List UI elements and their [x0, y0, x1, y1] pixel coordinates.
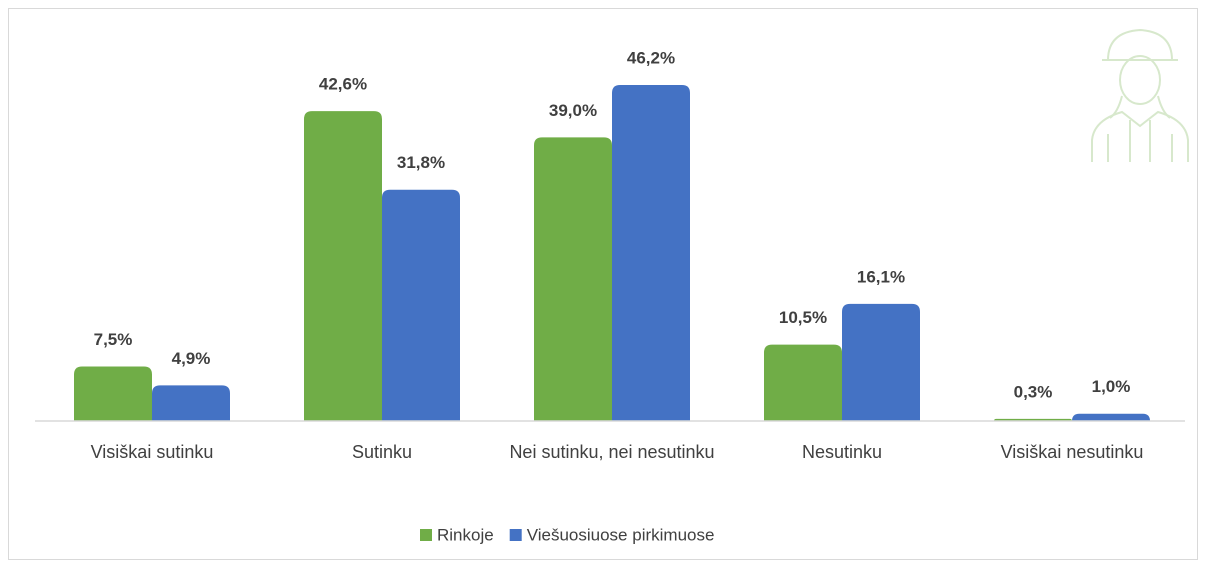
bar — [304, 111, 382, 421]
bar — [764, 344, 842, 421]
bar — [1072, 413, 1150, 421]
bar — [534, 137, 612, 421]
value-label: 10,5% — [779, 308, 827, 327]
x-tick-label: Sutinku — [351, 442, 413, 462]
value-label: 1,0% — [1092, 377, 1131, 396]
x-tick-label: Visiškai sutinku — [90, 442, 214, 462]
x-tick-label: Visiškai nesutinku — [1000, 442, 1144, 462]
value-label: 42,6% — [319, 75, 367, 94]
x-tick-label: Nesutinku — [801, 442, 883, 462]
bar — [382, 189, 460, 421]
legend-swatch — [420, 529, 432, 541]
worker-icon — [1091, 28, 1189, 162]
legend-label: Viešuosiuose pirkimuose — [527, 525, 715, 544]
value-label: 31,8% — [397, 153, 445, 172]
bar — [152, 385, 230, 421]
value-label: 16,1% — [857, 267, 905, 286]
bar — [842, 303, 920, 421]
value-label: 4,9% — [172, 349, 211, 368]
bar — [612, 85, 690, 421]
value-label: 39,0% — [549, 101, 597, 120]
legend-label: Rinkoje — [437, 525, 494, 544]
legend-swatch — [509, 529, 522, 541]
value-label: 7,5% — [94, 330, 133, 349]
bar — [74, 366, 152, 421]
x-tick-label: Nei sutinku, nei nesutinku — [509, 442, 715, 462]
value-label: 0,3% — [1014, 382, 1053, 401]
value-label: 46,2% — [627, 48, 675, 67]
